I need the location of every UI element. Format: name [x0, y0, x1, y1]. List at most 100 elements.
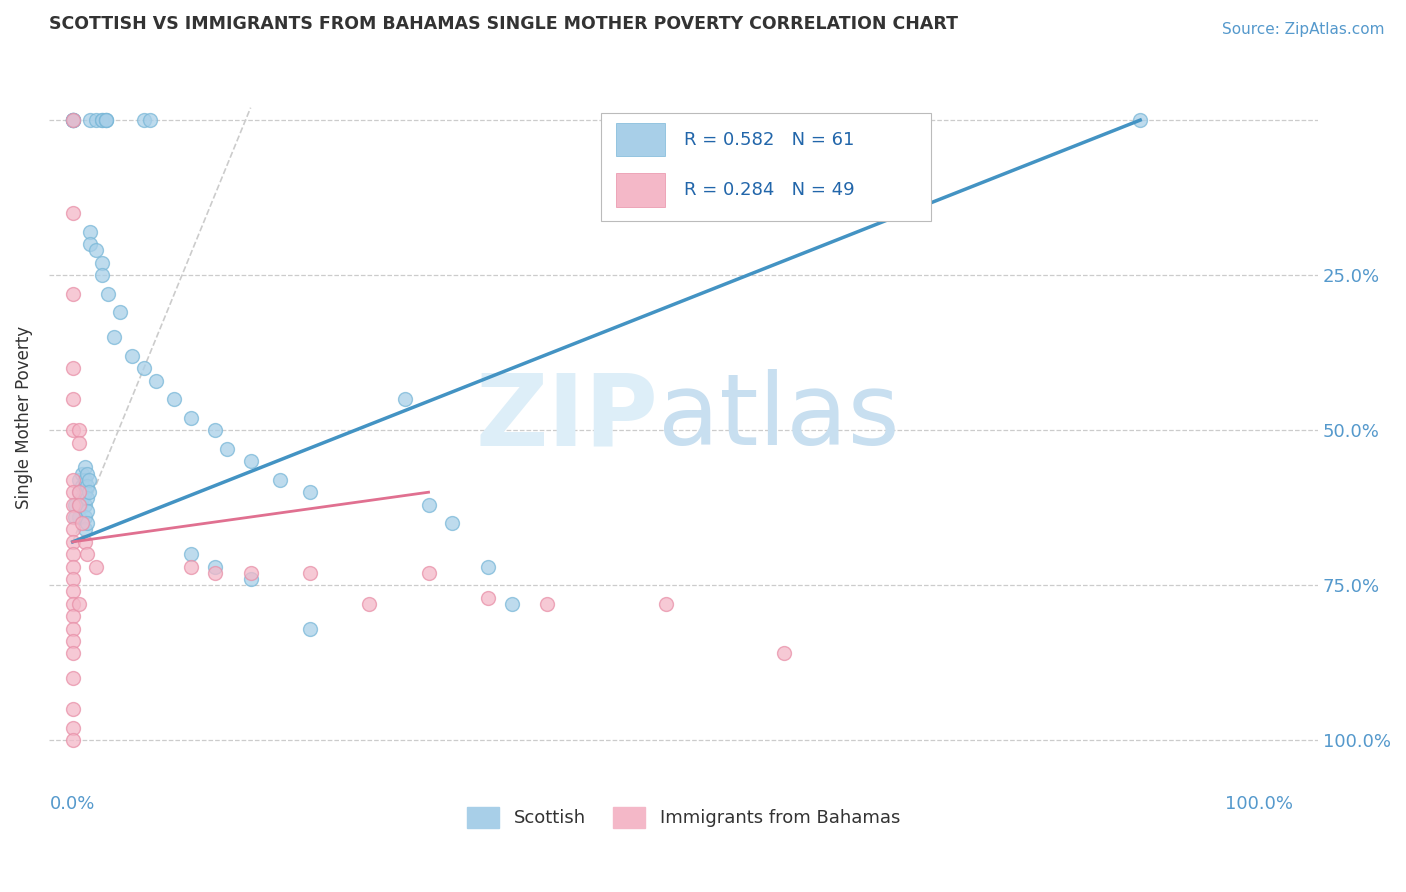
Point [76, 479, 98, 493]
Point [76, 467, 98, 481]
Point [63, 498, 86, 512]
Y-axis label: Single Mother Poverty: Single Mother Poverty [15, 326, 32, 509]
Point [97, 286, 120, 301]
Point [86, 559, 108, 574]
Point [79, 473, 101, 487]
Point [76, 516, 98, 531]
Point [79, 113, 101, 128]
Point [418, 566, 440, 580]
Point [91, 268, 114, 282]
Point [62, 485, 84, 500]
Point [269, 473, 291, 487]
Point [67, 498, 90, 512]
Point [139, 113, 162, 128]
Point [70, 467, 93, 481]
Point [62, 597, 84, 611]
Point [67, 435, 90, 450]
Point [121, 349, 143, 363]
Point [501, 597, 523, 611]
Point [67, 485, 90, 500]
Point [62, 113, 84, 128]
Text: R = 0.284   N = 49: R = 0.284 N = 49 [683, 181, 855, 199]
Point [62, 609, 84, 624]
Point [62, 559, 84, 574]
Point [298, 622, 321, 636]
Point [204, 559, 226, 574]
Point [73, 460, 96, 475]
Point [298, 485, 321, 500]
Point [86, 244, 108, 258]
Point [62, 721, 84, 735]
Point [62, 547, 84, 561]
Point [73, 510, 96, 524]
Point [62, 534, 84, 549]
Point [180, 559, 202, 574]
Point [62, 113, 84, 128]
Point [239, 572, 262, 586]
Point [103, 330, 125, 344]
Point [91, 113, 114, 128]
Point [70, 491, 93, 506]
Point [418, 498, 440, 512]
Point [477, 559, 499, 574]
Point [62, 671, 84, 685]
Point [62, 733, 84, 747]
Point [62, 572, 84, 586]
Point [62, 584, 84, 599]
Point [91, 113, 114, 128]
Point [162, 392, 184, 407]
Point [76, 547, 98, 561]
Bar [616, 123, 665, 156]
Point [215, 442, 238, 456]
Point [145, 374, 167, 388]
Point [79, 237, 101, 252]
Text: SCOTTISH VS IMMIGRANTS FROM BAHAMAS SINGLE MOTHER POVERTY CORRELATION CHART: SCOTTISH VS IMMIGRANTS FROM BAHAMAS SING… [49, 15, 957, 33]
Point [79, 225, 101, 239]
FancyBboxPatch shape [600, 112, 931, 220]
Point [359, 597, 381, 611]
Point [180, 410, 202, 425]
Point [62, 113, 84, 128]
Point [67, 510, 90, 524]
Point [91, 256, 114, 270]
Point [67, 498, 90, 512]
Point [94, 113, 117, 128]
Point [67, 485, 90, 500]
Point [62, 113, 84, 128]
Point [76, 504, 98, 518]
Point [94, 113, 117, 128]
Point [73, 473, 96, 487]
Point [86, 113, 108, 128]
Point [70, 479, 93, 493]
Point [62, 702, 84, 716]
Point [94, 113, 117, 128]
Point [1129, 113, 1152, 128]
Point [73, 498, 96, 512]
Point [70, 516, 93, 531]
Point [477, 591, 499, 605]
Point [76, 491, 98, 506]
Legend: Scottish, Immigrants from Bahamas: Scottish, Immigrants from Bahamas [458, 797, 910, 837]
Point [62, 206, 84, 220]
Point [62, 523, 84, 537]
Point [239, 454, 262, 468]
Point [298, 566, 321, 580]
Point [73, 523, 96, 537]
Point [73, 485, 96, 500]
Point [62, 361, 84, 376]
Point [108, 305, 131, 319]
Point [773, 647, 796, 661]
Point [655, 597, 678, 611]
Point [62, 473, 84, 487]
Text: R = 0.582   N = 61: R = 0.582 N = 61 [683, 130, 853, 148]
Point [62, 423, 84, 437]
Text: atlas: atlas [658, 369, 900, 467]
Point [62, 113, 84, 128]
Point [204, 566, 226, 580]
Point [63, 510, 86, 524]
Point [62, 510, 84, 524]
Point [67, 473, 90, 487]
Point [62, 392, 84, 407]
Point [180, 547, 202, 561]
Point [441, 516, 464, 531]
